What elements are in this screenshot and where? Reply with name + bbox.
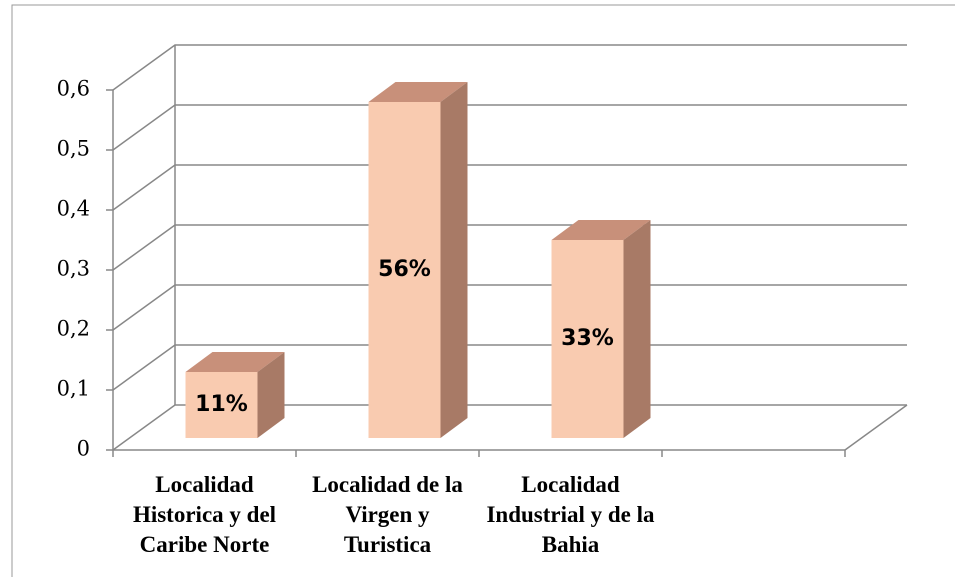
bar-side <box>440 82 468 438</box>
bar-top <box>368 82 468 102</box>
y-tick-label: 0,3 <box>57 257 90 281</box>
y-tick-label: 0 <box>77 437 90 461</box>
x-tick-label: Localidad Industrial y de la Bahia <box>486 472 655 557</box>
grid-line <box>112 344 907 391</box>
data-label: 33% <box>561 326 614 351</box>
grid-line <box>112 164 907 211</box>
y-tick-label: 0,5 <box>57 137 90 161</box>
floor-edge <box>844 404 908 451</box>
bar <box>185 372 258 438</box>
grid-line <box>112 404 907 451</box>
x-tick-label: Localidad Historica y del Caribe Norte <box>132 472 277 557</box>
y-tick-label: 0,1 <box>57 377 90 401</box>
grid-line <box>112 104 907 151</box>
bar <box>368 102 441 438</box>
bar-side <box>623 220 651 438</box>
grid-line <box>112 224 907 271</box>
data-label: 56% <box>378 257 431 282</box>
bar-top <box>551 220 651 240</box>
chart-frame <box>11 4 955 577</box>
data-label: 11% <box>195 392 248 417</box>
x-tick-label: Localidad de la Virgen y Turistica <box>312 472 463 557</box>
y-tick-label: 0,6 <box>57 77 90 101</box>
bar-top <box>185 352 285 372</box>
grid-line <box>112 44 907 91</box>
y-tick-label: 0,4 <box>57 197 90 221</box>
bar-side <box>257 352 285 438</box>
y-tick-label: 0,2 <box>57 317 90 341</box>
grid-line <box>112 284 907 331</box>
bar <box>551 240 624 438</box>
